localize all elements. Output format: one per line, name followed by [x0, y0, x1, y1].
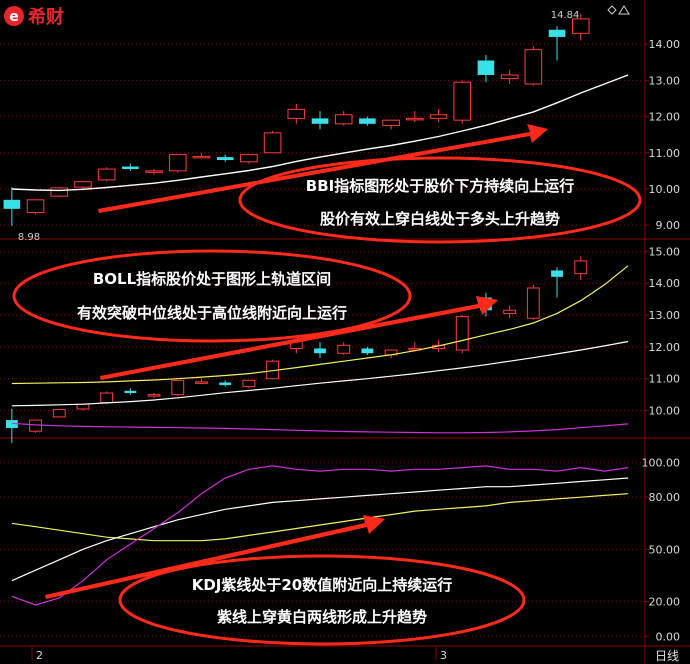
kdj-tick-label: 50.00 — [649, 543, 681, 556]
main-candle-up — [500, 74, 519, 80]
boll-tick-label: 14.00 — [649, 277, 681, 290]
kdj-tick-label: 100.00 — [642, 456, 681, 469]
boll-candle-down — [124, 390, 137, 394]
main-candle-up — [26, 199, 45, 213]
x-tick-label: 2 — [36, 649, 43, 662]
main-tick-label: 12.00 — [649, 111, 681, 124]
period-label-bg — [646, 647, 690, 664]
main-candle-down — [548, 29, 566, 37]
period-label[interactable]: 日线 — [655, 649, 679, 663]
main-candle-up — [382, 119, 400, 127]
main-candle-down — [311, 118, 329, 124]
boll-tick-label: 12.00 — [649, 341, 681, 354]
main-candle-up — [429, 114, 448, 119]
boll-candle-down — [361, 348, 374, 354]
boll-candle-up — [526, 287, 540, 319]
annotation-bbi-line1: BBI指标图形处于股价下方持续向上运行 — [306, 177, 574, 195]
main-candle-down — [359, 118, 376, 124]
boll-candle-up — [337, 344, 351, 354]
main-tick-label: 14.00 — [649, 38, 681, 51]
annotation-kdj: KDJ紫线处于20数值附近向上持续运行 紫线上穿黄白两线形成上升趋势 — [118, 554, 526, 646]
boll-tick-label: 10.00 — [649, 405, 681, 418]
main-candle-up — [524, 49, 543, 85]
main-candle-up — [406, 117, 424, 121]
annotation-boll: BOLL指标股价处于图形上轨道区间 有效突破中位线处于高位线附近向上运行 — [12, 249, 412, 343]
annotation-bbi-ellipse — [238, 156, 642, 244]
main-candle-up — [97, 168, 116, 181]
annotation-kdj-line1: KDJ紫线处于20数值附近向上持续运行 — [192, 576, 453, 594]
main-tick-label: 10.00 — [649, 183, 681, 196]
main-candle-up — [453, 81, 472, 121]
boll-candle-up — [242, 379, 256, 388]
toolbar-icons — [607, 5, 630, 15]
bbi-line — [11, 74, 629, 192]
boll-candle-down — [219, 382, 232, 386]
main-candle-down — [216, 157, 234, 160]
main-candle-up — [571, 18, 590, 34]
logo: e 希财 — [4, 6, 64, 28]
boll-candle-up — [195, 381, 208, 384]
annotation-bbi: BBI指标图形处于股价下方持续向上运行 股价有效上穿白线处于多头上升趋势 — [238, 156, 642, 244]
main-tick-label: 9.00 — [656, 219, 681, 232]
kdj-tick-label: 80.00 — [649, 491, 681, 504]
diamond-icon[interactable] — [607, 5, 617, 15]
main-tick-label: 11.00 — [649, 147, 681, 160]
triangle-icon[interactable] — [618, 5, 630, 15]
main-candle-up — [50, 187, 69, 197]
boll-candle-up — [171, 379, 185, 396]
main-candle-up — [74, 181, 92, 188]
kdj-d-line — [11, 477, 629, 582]
logo-symbol: e — [9, 9, 19, 25]
boll-candle-down — [551, 270, 563, 277]
boll-candle-up — [455, 316, 469, 351]
annotation-kdj-line2: 紫线上穿黄白两线形成上升趋势 — [217, 608, 427, 626]
arrow-boll-icon — [100, 296, 498, 380]
boll-candle-up — [100, 392, 114, 404]
x-tick-label: 3 — [440, 649, 447, 662]
main-candle-up — [263, 132, 282, 154]
main-tick-label: 13.00 — [649, 74, 681, 87]
axis-layer: 14.00 13.00 12.00 11.00 10.00 9.00 14.84 8.98 15… — [18, 10, 680, 662]
boll-candle-up — [574, 260, 588, 275]
main-candle-down — [477, 60, 495, 75]
main-candle-up — [192, 155, 211, 159]
main-candle-up — [287, 108, 306, 119]
arrows — [45, 124, 548, 599]
annotation-boll-line1: BOLL指标股价处于图形上轨道区间 — [93, 270, 331, 288]
logo-circle-icon — [4, 6, 24, 26]
boll-upper-line — [11, 265, 629, 385]
boll-mid-line — [11, 340, 629, 407]
annotation-boll-line2: 有效突破中位线处于高位线附近向上运行 — [77, 304, 347, 322]
arrow-bbi-icon — [98, 124, 548, 213]
boll-lower-line — [11, 422, 629, 434]
kdj-tick-label: 0.00 — [656, 630, 681, 643]
main-candle-down — [3, 199, 21, 209]
high-marker-label: 14.84 — [551, 10, 580, 21]
main-candle-up — [145, 170, 163, 173]
boll-candle-up — [52, 409, 66, 418]
main-candle-up — [240, 154, 258, 163]
arrow-kdj-icon — [45, 515, 385, 599]
boll-tick-label: 11.00 — [649, 373, 681, 386]
boll-candle-up — [147, 394, 161, 397]
low-marker-label: 8.98 — [18, 232, 40, 243]
main-candle-up — [168, 154, 187, 172]
annotation-kdj-ellipse — [118, 554, 526, 646]
boll-candle-down — [5, 420, 18, 429]
series-layer — [3, 13, 629, 606]
boll-candle-up — [503, 309, 517, 314]
annotation-bbi-line2: 股价有效上穿白线处于多头上升趋势 — [320, 210, 560, 228]
boll-tick-label: 13.00 — [649, 309, 681, 322]
main-candle-down — [122, 166, 139, 170]
boll-tick-label: 15.00 — [649, 245, 681, 258]
kdj-tick-label: 20.00 — [649, 596, 681, 609]
logo-text: 希财 — [28, 6, 64, 28]
kdj-j-line — [11, 465, 629, 606]
boll-candle-down — [314, 348, 326, 354]
main-candle-up — [334, 114, 353, 125]
annotation-boll-ellipse — [12, 249, 412, 343]
